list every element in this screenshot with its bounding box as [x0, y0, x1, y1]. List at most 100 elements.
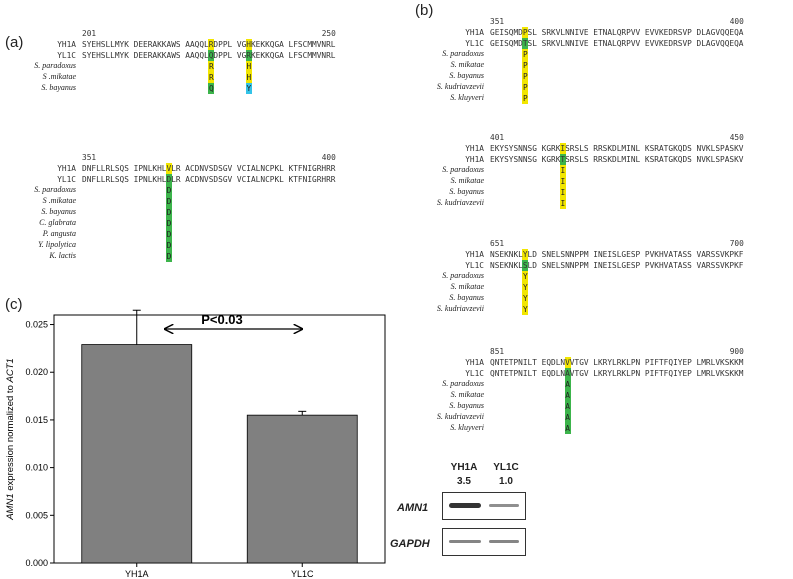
strain-name: YH1A	[465, 144, 484, 153]
species-name: S. bayanus	[41, 83, 76, 92]
species-row: S. bayanus Y	[400, 293, 744, 304]
species-row: S. bayanus A	[400, 401, 744, 412]
species-residue: I	[559, 176, 566, 187]
position-row: 851 900	[400, 346, 744, 357]
variant-highlight	[166, 163, 172, 174]
position-end: 250	[321, 29, 336, 38]
sequence-row: YL1C NSEKNKLSLD SNELSNNPPM INEISLGESP PVK…	[400, 260, 744, 271]
ylabel-gene: AMN1	[5, 493, 16, 520]
species-name: S. paradoxus	[34, 61, 76, 70]
species-name: S. kudriavzevii	[436, 412, 484, 421]
variant-highlight	[564, 368, 571, 379]
plot-frame	[53, 314, 386, 564]
sequence-row: YH1A EKYSYSNNSG KGRKTSRSLS RRSKDLMINL KSR…	[400, 154, 744, 165]
species-residue: A	[564, 423, 571, 434]
y-tick-label: 0.000	[25, 558, 48, 568]
strain-name: YL1C	[57, 175, 76, 184]
species-residue: R	[208, 61, 215, 72]
species-residue: Y	[522, 293, 529, 304]
sequence-text: QNTETPNILT EQDLNAVTGV LKRYLRKLPN PIFTFQI…	[490, 369, 744, 378]
alignment-block: 351 400 YH1A GEISQMDPSL SRKVLNNIVE ETNALQRP…	[400, 16, 744, 104]
species-name: Y. lipolytica	[38, 240, 76, 249]
alignment-block: 401 450 YH1A EKYSYSNNSG KGRKISRSLS RRSKDLMI…	[400, 132, 744, 209]
sequence-text: GEISQMDTSL SRKVLNNIVE ETNALQRPVV EVVKEDR…	[490, 39, 744, 48]
sequence-row: YH1A SYEHSLLMYK DEERAKKAWS AAQQLRDPPL VGH…	[0, 39, 336, 50]
strain-name: YH1A	[465, 358, 484, 367]
sequence-row: YL1C QNTETPNILT EQDLNAVTGV LKRYLRKLPN PIF…	[400, 368, 744, 379]
species-residue: A	[564, 390, 571, 401]
species-residue: A	[564, 379, 571, 390]
species-name: S. kudriavzevii	[436, 82, 484, 91]
variant-highlight	[166, 174, 172, 185]
species-name: S. bayanus	[449, 71, 484, 80]
variant-highlight	[245, 39, 252, 50]
position-start: 351	[82, 153, 97, 162]
sequence-text: EKYSYSNNSG KGRKISRSLS RRSKDLMINL KSRATGK…	[490, 144, 744, 153]
variant-highlight	[522, 260, 529, 271]
wb-col1-value: 3.5	[457, 476, 471, 487]
species-row: S. mikatae P	[400, 60, 744, 71]
species-name: S. paradoxus	[442, 379, 484, 388]
species-residue: D	[166, 207, 172, 218]
species-residue: Y	[245, 83, 252, 94]
bars	[81, 309, 358, 564]
alignment-block: 201 250 YH1A SYEHSLLMYK DEERAKKAWS AAQQLRDP…	[0, 28, 336, 94]
x-tick-label: YL1C	[291, 569, 314, 579]
sequence-row: YL1C DNFLLRLSQS IPNLKHLDLR ACDNVSDSGV VCI…	[0, 174, 336, 185]
bar-yl1c	[246, 414, 358, 564]
strain-name: YH1A	[57, 40, 76, 49]
species-row: S. kudriavzevii Y	[400, 304, 744, 315]
species-name: S. paradoxus	[442, 271, 484, 280]
wb-row1-label: AMN1	[397, 502, 429, 514]
sequence-row: YL1C GEISQMDTSL SRKVLNNIVE ETNALQRPVV EVV…	[400, 38, 744, 49]
species-row: S. kudriavzevii A	[400, 412, 744, 423]
species-name: S. paradoxus	[34, 185, 76, 194]
species-residue: I	[559, 165, 566, 176]
sequence-row: YH1A EKYSYSNNSG KGRKISRSLS RRSKDLMINL KSR…	[400, 143, 744, 154]
y-tick-label: 0.010	[25, 463, 48, 473]
species-residue: P	[522, 82, 529, 93]
species-row: S. paradoxus Y	[400, 271, 744, 282]
variant-highlight	[208, 50, 215, 61]
x-axis-labels: YH1A YL1C	[125, 563, 314, 579]
species-residue: D	[166, 218, 172, 229]
wb-amn1-band-yl1c	[489, 504, 519, 507]
species-residue: D	[166, 240, 172, 251]
y-axis-label: AMN1 expression normalized to ACT1	[5, 358, 16, 521]
sequence-text: SYEHSLLMYK DEERAKKAWS AAQQLQDPPL VGRKEKK…	[82, 51, 336, 60]
wb-col1-label: YH1A	[450, 462, 478, 473]
species-name: S. mikatae	[450, 60, 484, 69]
position-start: 201	[82, 29, 97, 38]
species-row: S. paradoxus I	[400, 165, 744, 176]
position-start: 851	[490, 347, 505, 356]
sequence-row: YH1A DNFLLRLSQS IPNLKHLVLR ACDNVSDSGV VCI…	[0, 163, 336, 174]
species-name: S. bayanus	[449, 401, 484, 410]
y-tick-label: 0.015	[25, 415, 48, 425]
species-residue: P	[522, 71, 529, 82]
species-residue: R	[208, 72, 215, 83]
wb-col2-label: YL1C	[493, 462, 519, 473]
panel-c-label: (c)	[5, 296, 23, 313]
species-name: S. mikatae	[450, 390, 484, 399]
species-name: S .mikatae	[42, 72, 76, 81]
species-name: S. kluyveri	[450, 423, 484, 432]
species-row: S. bayanus P	[400, 71, 744, 82]
species-name: S. paradoxus	[442, 49, 484, 58]
species-row: S. mikatae I	[400, 176, 744, 187]
species-row: S. paradoxus R H	[0, 61, 336, 72]
species-row: S. kudriavzevii I	[400, 198, 744, 209]
strain-name: YH1A	[465, 250, 484, 259]
sequence-text: EKYSYSNNSG KGRKTSRSLS RRSKDLMINL KSRATGK…	[490, 155, 744, 164]
species-residue: A	[564, 412, 571, 423]
species-residue: A	[564, 401, 571, 412]
species-row: S. kudriavzevii P	[400, 82, 744, 93]
species-row: S .mikatae D	[0, 196, 336, 207]
sequence-text: GEISQMDPSL SRKVLNNIVE ETNALQRPVV EVVKEDR…	[490, 28, 744, 37]
strain-name: YL1C	[57, 51, 76, 60]
sequence-text: NSEKNKLSLD SNELSNNPPM INEISLGESP PVKHVAT…	[490, 261, 744, 270]
alignment-block: 651 700 YH1A NSEKNKLYLD SNELSNNPPM INEISLGE…	[400, 238, 744, 315]
species-name: S .mikatae	[42, 196, 76, 205]
wb-col2-value: 1.0	[499, 476, 513, 487]
position-start: 401	[490, 133, 505, 142]
